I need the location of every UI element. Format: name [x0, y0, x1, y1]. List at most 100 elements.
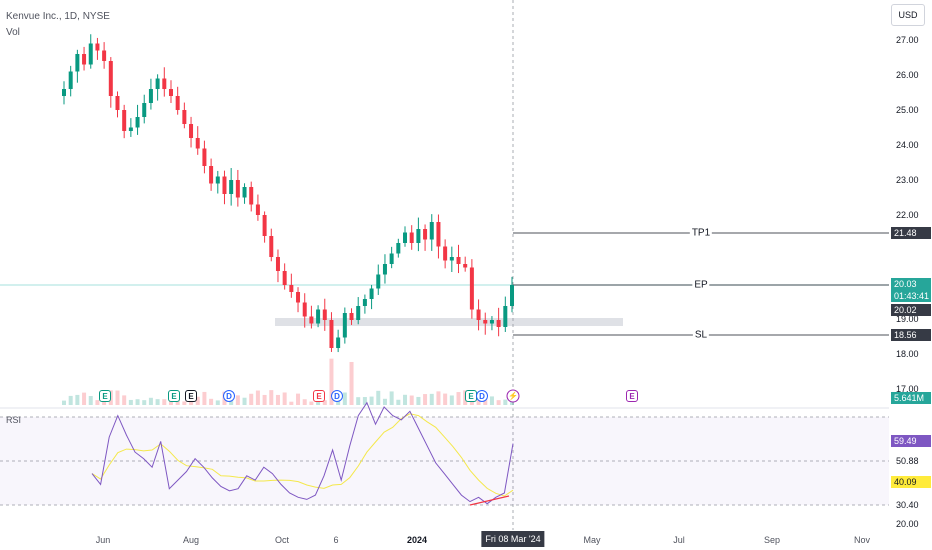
- earnings-icon[interactable]: E: [168, 390, 180, 402]
- volume-bar: [496, 400, 501, 405]
- candle-body: [463, 264, 468, 268]
- candle-body: [342, 313, 347, 338]
- volume-bar: [362, 397, 367, 405]
- candle-body: [189, 124, 194, 138]
- price-tick: 17.00: [896, 384, 919, 394]
- price-tick: 24.00: [896, 140, 919, 150]
- volume-bar: [449, 395, 454, 405]
- dividend-icon[interactable]: D: [223, 390, 235, 402]
- volume-bar: [322, 400, 327, 405]
- volume-bar: [429, 393, 434, 405]
- earnings-icon[interactable]: E: [313, 390, 325, 402]
- candle-body: [510, 285, 514, 306]
- currency-button[interactable]: USD: [891, 4, 925, 26]
- volume-bar: [215, 400, 220, 405]
- volume-bar: [423, 394, 428, 405]
- candle-body: [449, 257, 454, 261]
- candle-body: [436, 222, 441, 247]
- candle-body: [322, 309, 327, 320]
- volume-bar: [282, 392, 287, 405]
- dividend-icon[interactable]: D: [476, 390, 488, 402]
- volume-bar: [376, 390, 381, 405]
- volume-bar: [403, 394, 408, 405]
- lightning-icon[interactable]: ⚡: [506, 389, 520, 403]
- volume-bar: [68, 395, 73, 405]
- earnings-icon[interactable]: E: [626, 390, 638, 402]
- candle-body: [329, 320, 334, 348]
- volume-bar: [102, 399, 107, 405]
- time-label: Sep: [763, 535, 781, 545]
- candle-body: [429, 222, 434, 240]
- candle-body: [75, 54, 80, 72]
- candle-body: [282, 271, 287, 285]
- earnings-icon[interactable]: E: [99, 390, 111, 402]
- rsi-scale[interactable]: 59.49 50.88 40.09 30.40 20.00: [889, 413, 932, 529]
- symbol-title[interactable]: Kenvue Inc., 1D, NYSE: [6, 11, 110, 22]
- candle-body: [456, 257, 461, 264]
- rsi-divergence-line: [469, 495, 510, 506]
- volume-bar: [202, 391, 207, 405]
- time-axis[interactable]: Jun Aug Oct 6 2024 May Jul Sep Nov Fri 0…: [0, 530, 889, 550]
- price-tick: 26.00: [896, 70, 919, 80]
- volume-bars: [62, 358, 514, 405]
- tp1-label[interactable]: TP1: [689, 227, 713, 239]
- sl-price-tag: 18.56: [891, 329, 931, 341]
- time-label: Jul: [673, 535, 685, 545]
- earnings-icon[interactable]: E: [185, 390, 197, 402]
- time-label: Oct: [274, 535, 290, 545]
- candle-body: [242, 187, 247, 198]
- price-chart[interactable]: [0, 0, 889, 530]
- rsi-label[interactable]: RSI: [6, 415, 22, 425]
- volume-bar: [443, 393, 448, 405]
- volume-bar: [396, 399, 401, 405]
- volume-bar: [269, 390, 274, 405]
- candle-body: [202, 148, 207, 166]
- volume-bar: [329, 358, 334, 405]
- price-tick: 23.00: [896, 175, 919, 185]
- dividend-icon[interactable]: D: [331, 390, 343, 402]
- volume-label[interactable]: Vol: [6, 27, 20, 38]
- volume-bar: [115, 390, 120, 405]
- volume-bar: [195, 396, 200, 405]
- volume-bar: [249, 393, 254, 405]
- candle-body: [222, 176, 227, 194]
- ep-label[interactable]: EP: [692, 279, 710, 291]
- volume-bar: [209, 398, 214, 405]
- candle-body: [68, 71, 73, 89]
- rsi-ma-line: [91, 413, 514, 497]
- rsi-tick: 30.40: [896, 500, 919, 510]
- price-scale[interactable]: 27.00 26.00 25.00 24.00 23.00 22.00 19.0…: [889, 30, 932, 404]
- sl-label[interactable]: SL: [692, 329, 710, 341]
- candle-body: [302, 302, 307, 317]
- time-label: 6: [333, 535, 339, 545]
- volume-bar: [456, 392, 461, 405]
- candle-body: [289, 285, 294, 292]
- volume-bar: [289, 401, 294, 405]
- candle-body: [382, 264, 387, 275]
- chart-legend: Kenvue Inc., 1D, NYSE Vol: [6, 9, 110, 41]
- countdown-tag: 01:43:41: [891, 290, 931, 302]
- close-price-tag: 20.02: [891, 304, 931, 316]
- candle-body: [349, 313, 354, 320]
- volume-bar: [296, 393, 301, 405]
- candle-body: [503, 306, 508, 327]
- candle-body: [262, 215, 267, 236]
- candle-body: [95, 43, 100, 51]
- price-tick: 25.00: [896, 105, 919, 115]
- volume-bar: [356, 397, 361, 405]
- volume-bar: [62, 400, 66, 405]
- volume-bar: [369, 396, 374, 405]
- volume-bar: [309, 401, 314, 405]
- volume-bar: [302, 399, 307, 405]
- candle-body: [275, 257, 280, 271]
- candle-body: [62, 89, 66, 96]
- candle-body: [122, 110, 127, 131]
- volume-bar: [349, 361, 354, 405]
- volume-bar: [135, 399, 140, 405]
- cursor-date-label: Fri 08 Mar '24: [481, 531, 545, 547]
- candle-body: [309, 316, 314, 324]
- candle-body: [476, 309, 481, 320]
- candle-body: [356, 306, 361, 320]
- candle-body: [115, 96, 120, 110]
- volume-bar: [162, 399, 167, 405]
